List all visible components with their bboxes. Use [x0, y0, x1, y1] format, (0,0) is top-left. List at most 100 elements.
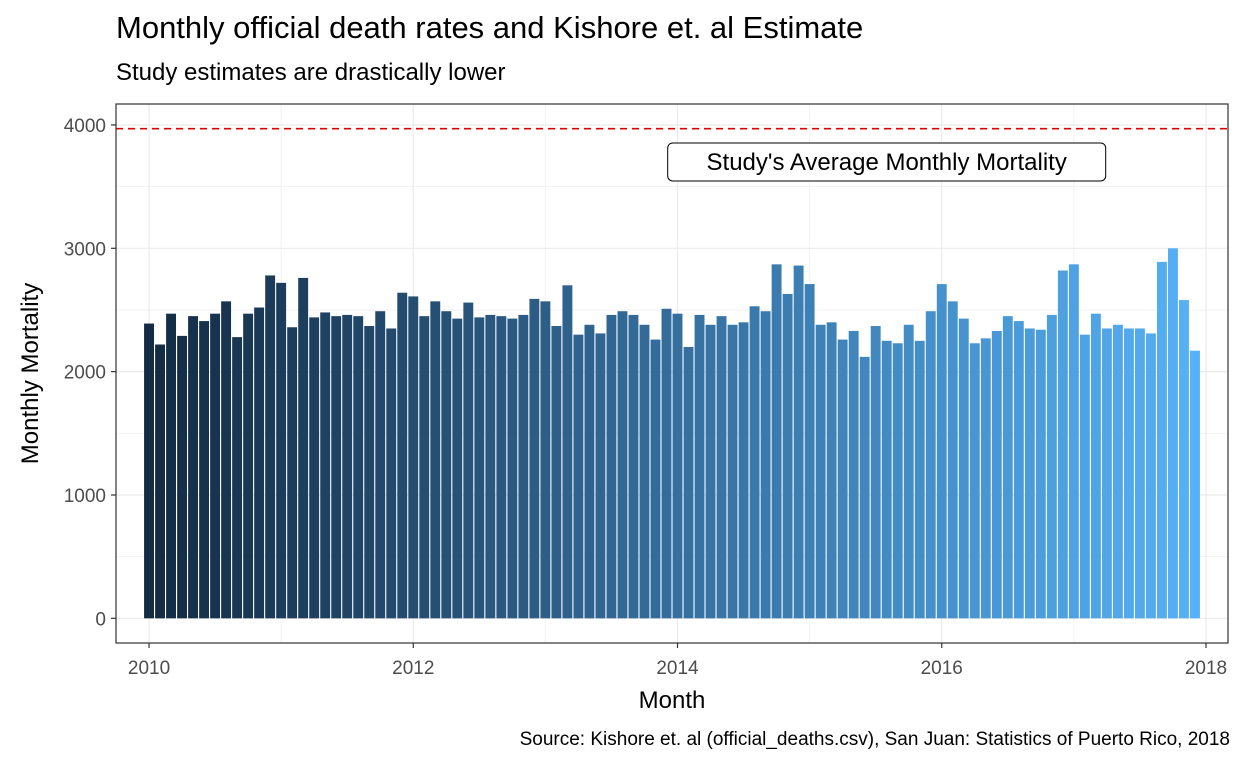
- bar: [705, 324, 716, 619]
- bar: [892, 343, 903, 619]
- bar: [716, 316, 727, 619]
- x-tick-label: 2010: [128, 658, 170, 679]
- bar: [848, 330, 859, 619]
- bar: [1013, 321, 1024, 619]
- bar: [298, 277, 309, 619]
- y-tick-label: 4000: [64, 116, 106, 137]
- bar: [210, 313, 221, 619]
- y-tick-label: 1000: [64, 486, 106, 507]
- bar: [650, 339, 661, 619]
- annotation-box: [667, 142, 1107, 182]
- chart-title: Monthly official death rates and Kishore…: [116, 10, 864, 45]
- bar: [1134, 328, 1145, 619]
- chart-subtitle: Study estimates are drastically lower: [116, 59, 506, 86]
- bar: [683, 346, 694, 619]
- x-axis: 2010 2012 2014 2016 2018: [128, 643, 1227, 679]
- bar: [661, 308, 672, 619]
- bar: [375, 311, 386, 619]
- bar: [199, 321, 210, 619]
- bar: [452, 318, 463, 619]
- bar: [529, 298, 540, 619]
- bar: [738, 322, 749, 619]
- bar: [595, 333, 606, 619]
- bar: [386, 328, 397, 619]
- bar: [540, 301, 551, 619]
- bar: [430, 301, 441, 619]
- y-tick-label: 2000: [64, 363, 106, 384]
- bar: [903, 324, 914, 619]
- bar: [573, 334, 584, 619]
- bar: [188, 316, 199, 619]
- bar: [507, 318, 518, 619]
- bar: [672, 313, 683, 619]
- bar: [1024, 328, 1035, 619]
- bar: [1179, 300, 1189, 619]
- y-axis: 0 1000 2000 3000 4000: [64, 116, 116, 630]
- bars: [144, 248, 1200, 619]
- panel-border: [115, 103, 1229, 644]
- bar: [584, 324, 595, 619]
- bar: [232, 337, 243, 619]
- bar: [881, 340, 892, 619]
- annotation-label: Study's Average Monthly Mortality: [667, 142, 1107, 182]
- x-axis-title: Month: [639, 687, 706, 714]
- bar: [1156, 261, 1167, 619]
- bar: [1002, 316, 1013, 619]
- x-tick-label: 2016: [921, 658, 963, 679]
- bar: [749, 306, 760, 619]
- y-tick-label: 0: [95, 609, 106, 630]
- bar: [815, 324, 826, 619]
- bar: [342, 314, 353, 619]
- bar: [331, 316, 342, 619]
- bar: [463, 302, 474, 619]
- bar: [870, 326, 881, 619]
- y-axis-title: Monthly Mortality: [17, 283, 44, 464]
- bar: [243, 313, 254, 619]
- bar: [221, 301, 232, 619]
- bar: [562, 285, 573, 619]
- bar: [617, 311, 628, 619]
- bar: [265, 275, 276, 619]
- bar: [496, 316, 507, 619]
- bar: [1035, 329, 1046, 619]
- bar: [1046, 314, 1057, 619]
- bar: [771, 264, 782, 619]
- bar: [144, 323, 154, 619]
- bar: [804, 284, 815, 619]
- annotation-text: Study's Average Monthly Mortality: [707, 149, 1067, 176]
- bar: [936, 284, 947, 619]
- x-tick-label: 2018: [1185, 658, 1227, 679]
- y-tick-label: 3000: [64, 239, 106, 260]
- x-tick-label: 2012: [392, 658, 434, 679]
- bar: [441, 311, 452, 619]
- bar: [397, 292, 408, 619]
- bar: [254, 307, 265, 619]
- bar: [1068, 264, 1079, 619]
- bar: [727, 324, 738, 619]
- bar: [760, 311, 771, 619]
- bar: [419, 316, 430, 619]
- bar: [177, 335, 188, 619]
- bar: [1167, 248, 1178, 619]
- bar: [606, 314, 617, 619]
- bar: [408, 296, 419, 619]
- x-tick-label: 2014: [656, 658, 699, 679]
- chart-caption: Source: Kishore et. al (official_deaths.…: [519, 729, 1230, 750]
- bar: [485, 314, 496, 619]
- bar: [1145, 333, 1156, 619]
- bar: [1079, 334, 1090, 619]
- bar: [859, 356, 870, 619]
- bar: [1112, 324, 1123, 619]
- bar: [826, 322, 837, 619]
- bar: [1090, 313, 1101, 619]
- bar: [1123, 328, 1134, 619]
- bar: [155, 344, 165, 619]
- bar: [474, 317, 485, 619]
- bar: [837, 339, 848, 619]
- bar: [969, 343, 980, 619]
- bar: [320, 312, 331, 619]
- bar: [991, 330, 1002, 619]
- bar: [551, 326, 562, 619]
- bar: [287, 327, 298, 619]
